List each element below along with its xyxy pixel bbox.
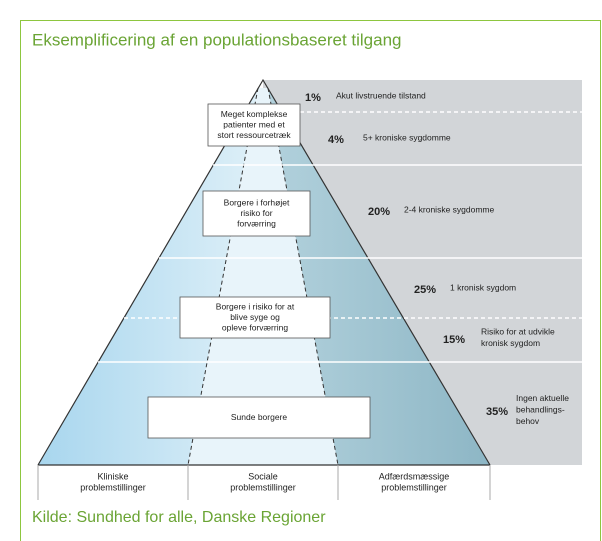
- tier-description: behov: [516, 416, 540, 426]
- column-label: Adfærdsmæssige: [379, 471, 450, 481]
- tier-percent: 4%: [328, 134, 344, 146]
- pyramid-outline: [37, 78, 491, 466]
- tier-percent: 15%: [443, 334, 465, 346]
- box-label: opleve forværring: [222, 322, 288, 332]
- box-label: patienter med et: [223, 119, 285, 129]
- tier-description: 5+ kroniske sygdomme: [363, 132, 451, 142]
- group-box: [202, 190, 311, 237]
- box-label: stort ressourcetræk: [217, 130, 291, 140]
- group-box: [207, 103, 301, 147]
- group-box: [179, 296, 331, 339]
- title: Eksemplificering af en populationsbasere…: [32, 30, 402, 49]
- frame: [20, 20, 601, 541]
- column-label: Kliniske: [97, 471, 128, 481]
- column-label: problemstillinger: [381, 482, 447, 492]
- box-label: Meget komplekse: [221, 109, 288, 119]
- column-label: Sociale: [248, 471, 278, 481]
- tier-percent: 20%: [368, 206, 390, 218]
- zone-social: [188, 88, 338, 465]
- tier-description: 1 kronisk sygdom: [450, 282, 516, 292]
- tier-lines: [98, 111, 582, 363]
- box-label: Sunde borgere: [231, 412, 288, 422]
- box-label: risiko for: [240, 208, 272, 218]
- column-separators: [37, 465, 491, 500]
- column-label: problemstillinger: [80, 482, 146, 492]
- tier-description: behandlings-: [516, 404, 565, 414]
- tier-description: 2-4 kroniske sygdomme: [404, 204, 495, 214]
- box-label: blive syge og: [230, 312, 280, 322]
- tier-description: kronisk sygdom: [481, 338, 540, 348]
- tier-description: Ingen aktuelle: [516, 393, 569, 403]
- column-label: problemstillinger: [230, 482, 296, 492]
- tier-percent: 1%: [305, 92, 321, 104]
- tier-description: Risiko for at udvikle: [481, 327, 555, 337]
- box-label: forværring: [237, 218, 276, 228]
- box-label: Borgere i risiko for at: [216, 301, 295, 311]
- box-label: Borgere i forhøjet: [224, 197, 290, 207]
- tier-description: Akut livstruende tilstand: [336, 90, 426, 100]
- divider: [187, 87, 259, 466]
- tier-percent: 35%: [486, 406, 508, 418]
- group-box: [147, 396, 371, 439]
- divider: [267, 87, 339, 466]
- tier-percent: 25%: [414, 284, 436, 296]
- source: Kilde: Sundhed for alle, Danske Regioner: [32, 509, 326, 526]
